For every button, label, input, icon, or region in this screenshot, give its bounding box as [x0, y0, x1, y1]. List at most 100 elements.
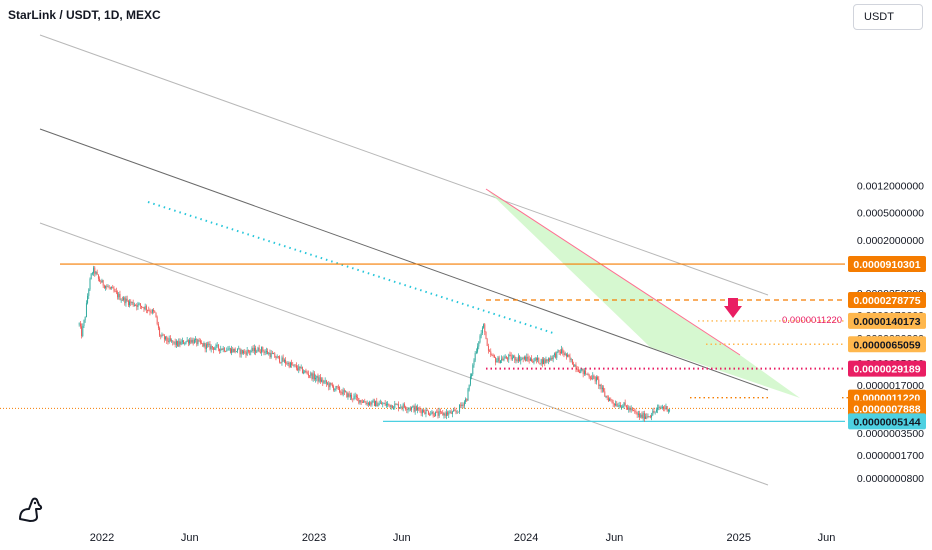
candle-body — [510, 354, 512, 360]
candle-body — [265, 350, 267, 352]
candle-body — [550, 357, 552, 361]
candle-body — [483, 324, 485, 328]
candle-body — [352, 398, 354, 400]
price-label-text: 0.0000007888 — [853, 403, 920, 415]
candle-body — [210, 346, 212, 350]
price-label-box — [848, 256, 926, 273]
candle-body — [625, 405, 627, 408]
candle-body — [573, 364, 575, 367]
candle-body — [418, 407, 420, 409]
candle-body — [145, 306, 147, 310]
candle-body — [148, 310, 150, 311]
candle-body — [643, 413, 645, 419]
candle-body — [528, 358, 530, 361]
candle-body — [654, 411, 656, 413]
y-tick-label: 0.0012000000 — [857, 181, 924, 193]
candle-body — [288, 362, 290, 368]
candle-body — [443, 413, 445, 416]
candle-body — [629, 407, 631, 411]
candle-body — [294, 364, 296, 366]
candle-body — [466, 398, 468, 401]
candle-body — [249, 351, 251, 353]
candle-body — [268, 352, 270, 355]
candle-body — [84, 317, 86, 321]
candle-body — [226, 350, 228, 352]
candle-body — [285, 359, 287, 364]
price-label-box — [848, 413, 926, 430]
candle-body — [250, 351, 252, 353]
candle-body — [259, 351, 261, 353]
candle-body — [659, 407, 661, 408]
candle-body — [533, 361, 535, 363]
candle-body — [271, 352, 273, 354]
candle-body — [150, 311, 152, 313]
candle-body — [555, 353, 557, 358]
candle-body — [401, 407, 403, 409]
candle-body — [616, 403, 618, 407]
candle-body — [478, 342, 480, 347]
price-label: 0.0000065059 — [848, 336, 926, 353]
candle-body — [345, 391, 347, 393]
candle-body — [246, 350, 248, 355]
candle-body — [384, 402, 386, 406]
candle-body — [636, 412, 638, 415]
candle-body — [83, 320, 85, 326]
price-label: 0.0000007888 — [848, 400, 926, 417]
candle-body — [454, 410, 456, 412]
candle-body — [479, 336, 481, 343]
candle-body — [99, 278, 101, 282]
candle-body — [383, 402, 385, 404]
candle-body — [611, 399, 613, 403]
candle-body — [484, 324, 486, 333]
candle-body — [603, 387, 605, 392]
candle-body — [513, 356, 515, 358]
x-tick-label: Jun — [818, 532, 836, 544]
candle-body — [336, 386, 338, 388]
candle-body — [593, 375, 595, 377]
candle-body — [222, 347, 224, 350]
candle-body — [503, 358, 505, 361]
candle-body — [496, 361, 498, 363]
candle-body — [415, 406, 417, 411]
candle-body — [429, 414, 431, 416]
candle-body — [304, 370, 306, 373]
candle-body — [424, 412, 426, 415]
candle-body — [227, 349, 229, 351]
candle-body — [571, 359, 573, 365]
candle-body — [585, 370, 587, 375]
candle-body — [225, 351, 227, 353]
candle-body — [543, 359, 545, 365]
candle-body — [328, 383, 330, 388]
candle-body — [180, 341, 182, 345]
price-label-text: 0.0000005144 — [853, 416, 920, 428]
candle-body — [515, 359, 517, 361]
candle-body — [312, 373, 314, 379]
candle-body — [137, 303, 139, 307]
candle-body — [492, 355, 494, 356]
candle-body — [106, 286, 108, 287]
candle-body — [655, 409, 657, 412]
candle-body — [453, 410, 455, 412]
candle-body — [381, 402, 383, 405]
candle-body — [329, 382, 331, 388]
candle-body — [581, 368, 583, 370]
candle-body — [279, 356, 281, 363]
candle-body — [205, 344, 207, 349]
candle-body — [612, 402, 614, 404]
candle-body — [108, 286, 110, 288]
candle-body — [456, 411, 458, 413]
candle-body — [645, 416, 647, 419]
candle-body — [607, 397, 609, 401]
currency-button[interactable]: USDT — [853, 4, 923, 30]
candle-body — [394, 403, 396, 408]
candle-body — [139, 303, 141, 306]
candle-body — [412, 406, 414, 408]
candle-body — [545, 359, 547, 363]
candle-body — [199, 340, 201, 343]
candle-body — [421, 410, 423, 414]
candle-body — [426, 409, 428, 412]
candle-body — [514, 356, 516, 361]
candle-body — [136, 305, 138, 307]
candle-body — [520, 358, 522, 362]
